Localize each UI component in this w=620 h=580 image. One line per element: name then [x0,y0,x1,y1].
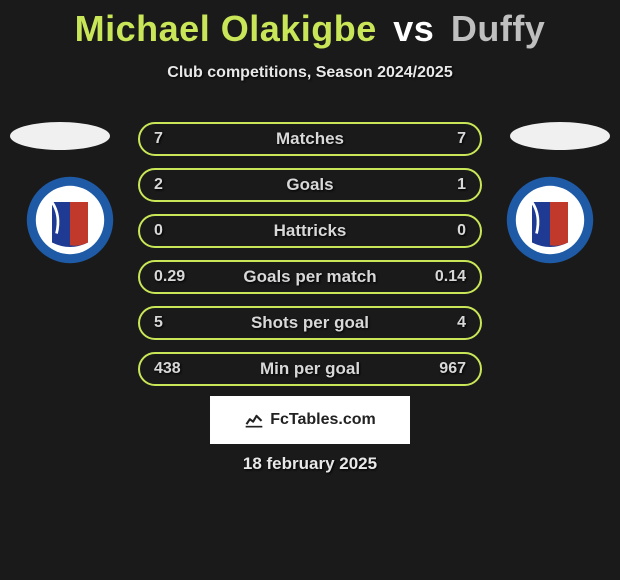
stat-left-value: 7 [154,130,163,148]
footer-brand: FcTables.com [270,411,376,429]
stat-row-goals: 2 Goals 1 [138,168,482,202]
club-badge-icon [505,175,595,265]
comparison-title: Michael Olakigbe vs Duffy [0,0,620,50]
player1-club-badge [25,175,115,265]
player1-avatar [10,122,110,150]
stat-label: Goals per match [243,267,376,287]
stat-label: Goals [286,175,333,195]
stat-label: Shots per goal [251,313,369,333]
stats-container: 7 Matches 7 2 Goals 1 0 Hattricks 0 0.29… [138,122,482,398]
stat-left-value: 0.29 [154,268,185,286]
stat-row-min-per-goal: 438 Min per goal 967 [138,352,482,386]
player1-name: Michael Olakigbe [75,8,377,49]
chart-icon [244,410,264,430]
stat-left-value: 2 [154,176,163,194]
stat-row-matches: 7 Matches 7 [138,122,482,156]
stat-right-value: 0.14 [435,268,466,286]
stat-row-hattricks: 0 Hattricks 0 [138,214,482,248]
stat-right-value: 0 [457,222,466,240]
subtitle: Club competitions, Season 2024/2025 [0,64,620,82]
comparison-date: 18 february 2025 [0,454,620,474]
player2-avatar [510,122,610,150]
stat-right-value: 967 [439,360,466,378]
stat-right-value: 4 [457,314,466,332]
stat-left-value: 0 [154,222,163,240]
stat-left-value: 438 [154,360,181,378]
stat-right-value: 7 [457,130,466,148]
stat-label: Hattricks [274,221,347,241]
stat-left-value: 5 [154,314,163,332]
stat-label: Min per goal [260,359,360,379]
stat-right-value: 1 [457,176,466,194]
stat-row-shots-per-goal: 5 Shots per goal 4 [138,306,482,340]
stat-row-goals-per-match: 0.29 Goals per match 0.14 [138,260,482,294]
player2-name: Duffy [451,8,546,49]
vs-text: vs [393,8,434,49]
footer-attribution[interactable]: FcTables.com [210,396,410,444]
club-badge-icon [25,175,115,265]
player2-club-badge [505,175,595,265]
stat-label: Matches [276,129,344,149]
